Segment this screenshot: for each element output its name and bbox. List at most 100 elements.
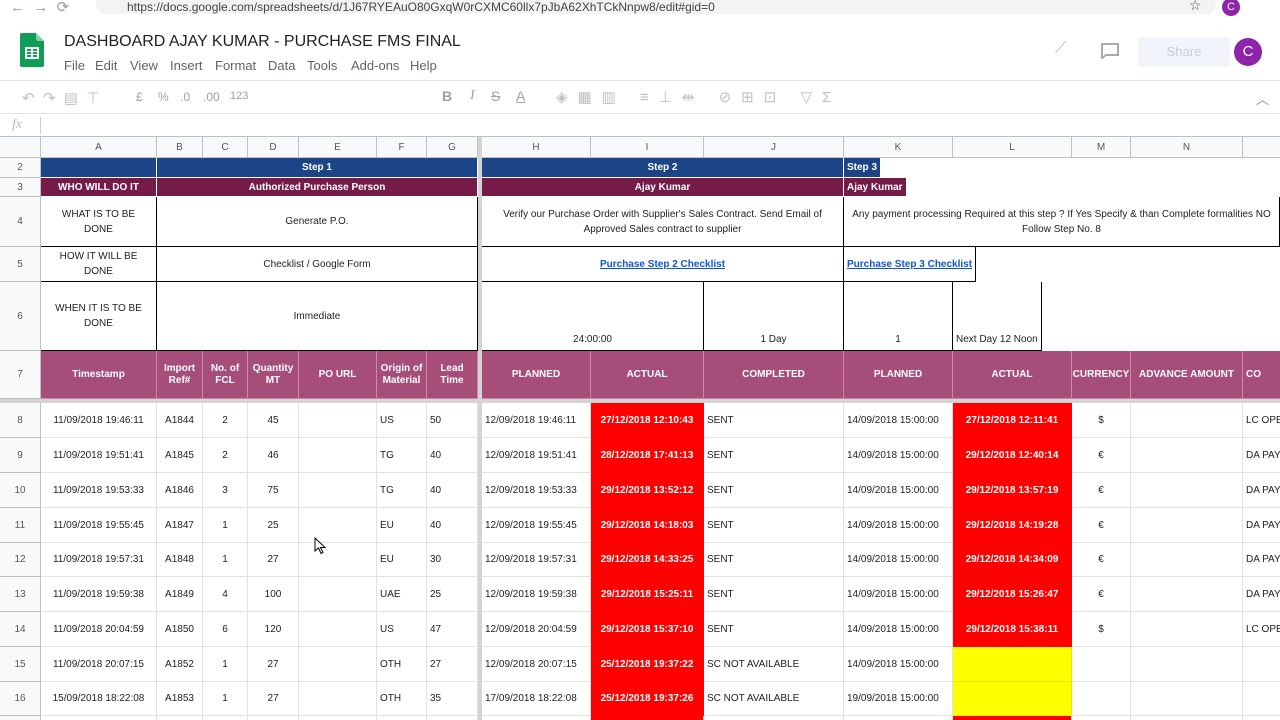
data-cell[interactable]: A1849 (157, 577, 203, 612)
data-cell[interactable]: OTH (377, 682, 427, 716)
data-cell[interactable]: 12/09/2018 19:59:38 (482, 577, 591, 612)
data-cell[interactable]: SC NOT AVAILABLE (704, 647, 844, 682)
data-cell[interactable] (482, 716, 591, 720)
data-cell[interactable]: DA PAY (1243, 508, 1280, 543)
data-cell[interactable]: 47 (427, 612, 478, 647)
data-cell[interactable]: DA PAY (1243, 543, 1280, 577)
data-cell[interactable]: 2 (203, 438, 248, 473)
data-cell[interactable]: 11/09/2018 19:55:45 (41, 508, 157, 543)
row-header[interactable]: 6 (0, 282, 41, 351)
data-cell[interactable] (1131, 508, 1243, 543)
data-cell[interactable]: 29/12/2018 15:26:47 (953, 577, 1072, 612)
column-header[interactable]: I (591, 137, 704, 158)
data-cell[interactable]: A1850 (157, 612, 203, 647)
data-cell[interactable] (1131, 438, 1243, 473)
data-cell[interactable]: 11/09/2018 19:46:11 (41, 403, 157, 438)
data-cell[interactable] (1131, 403, 1243, 438)
data-cell[interactable]: SENT (704, 403, 844, 438)
data-cell[interactable]: 14/09/2018 15:00:00 (844, 577, 953, 612)
collapse-icon[interactable]: ︿ (1256, 92, 1270, 107)
menu-item[interactable]: Help (410, 58, 437, 73)
data-cell[interactable]: 100 (248, 577, 299, 612)
data-cell[interactable]: SENT (704, 473, 844, 508)
menu-item[interactable]: Data (268, 58, 296, 73)
data-cell[interactable]: 27/12/2018 12:10:43 (591, 403, 704, 438)
data-cell[interactable]: 28/12/2018 17:41:13 (591, 438, 704, 473)
column-header[interactable]: B (157, 137, 203, 158)
column-header[interactable]: F (377, 137, 427, 158)
data-cell[interactable]: 14/09/2018 15:00:00 (844, 473, 953, 508)
menu-item[interactable]: View (130, 58, 158, 73)
data-cell[interactable]: 29/12/2018 13:52:12 (591, 473, 704, 508)
data-cell[interactable] (1243, 716, 1280, 720)
data-cell[interactable]: A1848 (157, 543, 203, 577)
row-header[interactable]: 7 (0, 351, 41, 399)
data-cell[interactable]: 12/09/2018 19:51:41 (482, 438, 591, 473)
menu-item[interactable]: Format (215, 58, 257, 73)
data-cell[interactable]: 1 (203, 647, 248, 682)
toolbar-button[interactable]: A (516, 88, 526, 104)
share-button[interactable]: Share (1138, 37, 1230, 67)
data-cell[interactable]: 29/12/2018 12:40:14 (953, 438, 1072, 473)
data-cell[interactable]: 40 (427, 508, 478, 543)
data-cell[interactable]: EU (377, 508, 427, 543)
data-cell[interactable] (1072, 647, 1131, 682)
data-cell[interactable]: 12/09/2018 19:46:11 (482, 403, 591, 438)
data-cell[interactable]: 50 (427, 403, 478, 438)
data-cell[interactable]: A1845 (157, 438, 203, 473)
row-header[interactable]: 3 (0, 178, 41, 197)
checklist-link[interactable]: Purchase Step 3 Checklist (844, 247, 977, 282)
data-cell[interactable]: 12/09/2018 19:57:31 (482, 543, 591, 577)
column-header[interactable]: M (1072, 137, 1131, 158)
data-cell[interactable] (299, 438, 377, 473)
data-cell[interactable]: 2 (203, 403, 248, 438)
data-cell[interactable] (299, 508, 377, 543)
data-cell[interactable]: 29/12/2018 15:25:11 (591, 577, 704, 612)
data-cell[interactable]: € (1072, 473, 1131, 508)
data-cell[interactable] (1131, 682, 1243, 716)
column-header[interactable]: N (1131, 137, 1243, 158)
column-header[interactable]: D (248, 137, 299, 158)
data-cell[interactable]: US (377, 612, 427, 647)
account-avatar[interactable]: C (1234, 38, 1262, 66)
data-cell[interactable]: 45 (248, 403, 299, 438)
column-header[interactable]: K (844, 137, 953, 158)
toolbar-button[interactable]: .00 (203, 90, 220, 104)
column-header[interactable]: G (427, 137, 478, 158)
data-cell[interactable] (377, 716, 427, 720)
row-header[interactable]: 9 (0, 438, 41, 473)
menu-item[interactable]: File (64, 58, 85, 73)
data-cell[interactable]: SENT (704, 508, 844, 543)
menu-item[interactable]: Edit (95, 58, 118, 73)
data-cell[interactable]: € (1072, 577, 1131, 612)
url[interactable]: https://docs.google.com/spreadsheets/d/1… (127, 0, 715, 14)
toolbar-button[interactable]: S (491, 88, 501, 104)
data-cell[interactable]: 14/09/2018 15:00:00 (844, 508, 953, 543)
data-cell[interactable] (299, 682, 377, 716)
row-header[interactable]: 8 (0, 403, 41, 438)
data-cell[interactable]: 15/09/2018 18:22:08 (41, 682, 157, 716)
data-cell[interactable]: 3 (203, 473, 248, 508)
data-cell[interactable]: 14/09/2018 15:00:00 (844, 543, 953, 577)
data-cell[interactable] (953, 647, 1072, 682)
row-header[interactable]: 5 (0, 247, 41, 282)
data-cell[interactable] (157, 716, 203, 720)
data-cell[interactable] (591, 716, 704, 720)
data-cell[interactable]: 11/09/2018 19:51:41 (41, 438, 157, 473)
data-cell[interactable]: SENT (704, 612, 844, 647)
data-cell[interactable]: EU (377, 543, 427, 577)
toolbar-button[interactable]: I (470, 88, 475, 103)
data-cell[interactable]: 12/09/2018 20:04:59 (482, 612, 591, 647)
data-cell[interactable]: UAE (377, 577, 427, 612)
data-cell[interactable]: US (377, 403, 427, 438)
data-cell[interactable]: € (1072, 508, 1131, 543)
data-cell[interactable]: TG (377, 473, 427, 508)
column-header[interactable]: J (704, 137, 844, 158)
data-cell[interactable]: SENT (704, 577, 844, 612)
row-header[interactable]: 16 (0, 682, 41, 716)
data-cell[interactable]: 25/12/2018 19:37:22 (591, 647, 704, 682)
data-cell[interactable] (1072, 682, 1131, 716)
star-icon[interactable]: ☆ (1189, 0, 1202, 13)
url-field[interactable] (96, 0, 1216, 14)
data-cell[interactable]: 11/09/2018 20:07:15 (41, 647, 157, 682)
